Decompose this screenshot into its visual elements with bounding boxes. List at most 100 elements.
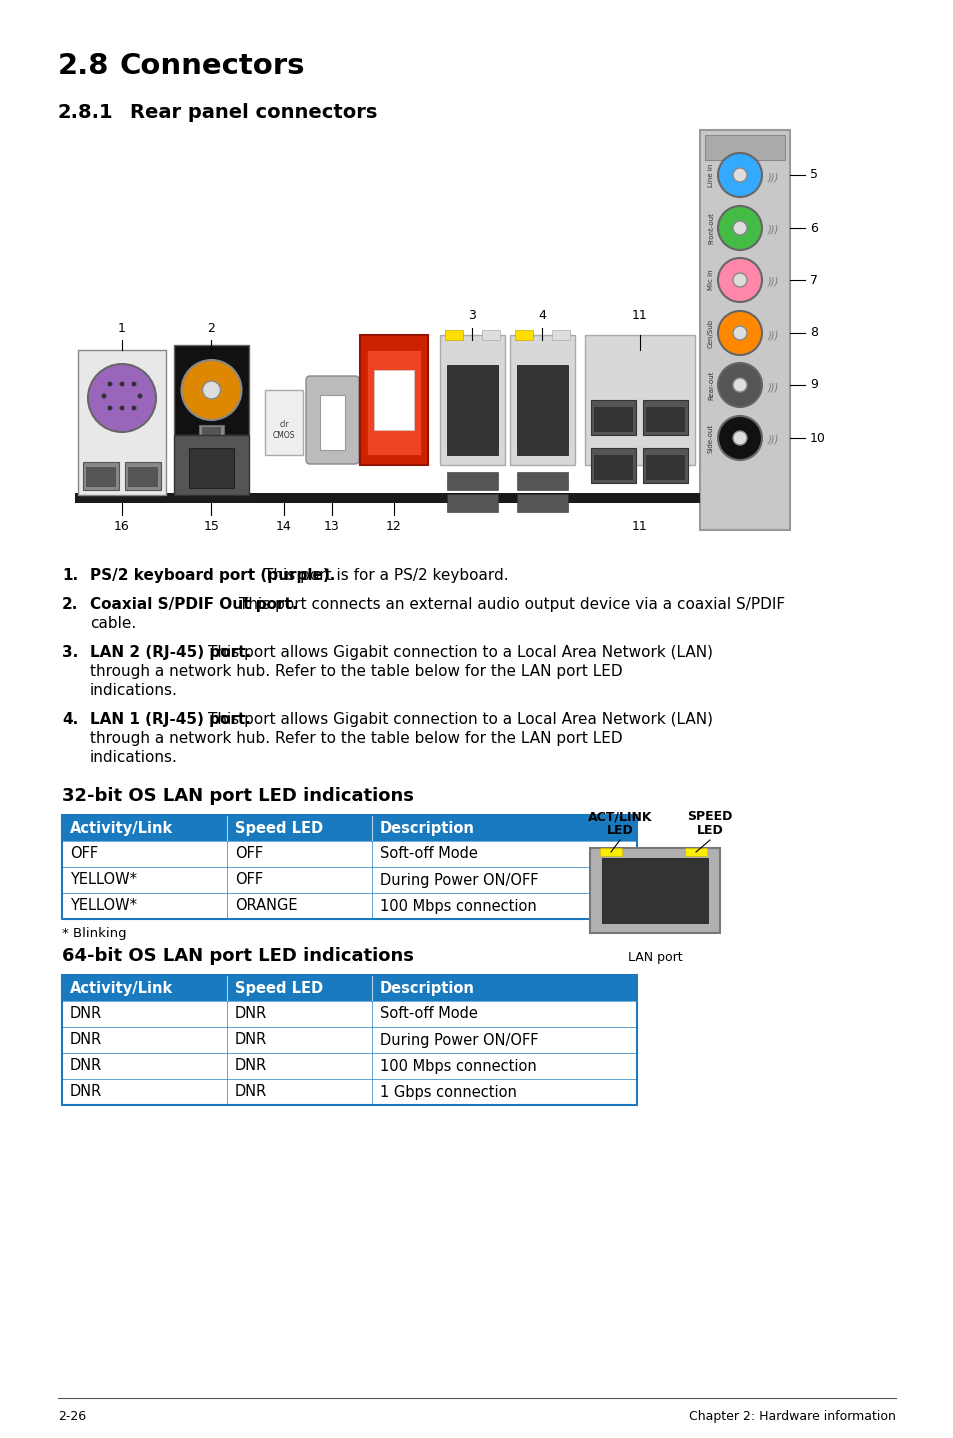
Text: 100 Mbps connection: 100 Mbps connection	[379, 899, 537, 913]
Bar	[202, 427, 221, 439]
Bar	[517, 365, 567, 454]
Bar	[374, 370, 414, 430]
Bar	[684, 848, 706, 856]
Bar	[517, 495, 567, 512]
Text: During Power ON/OFF: During Power ON/OFF	[379, 1032, 537, 1047]
Bar	[704, 135, 784, 160]
Text: 64-bit OS LAN port LED indications: 64-bit OS LAN port LED indications	[62, 948, 414, 965]
Text: LAN port: LAN port	[627, 951, 681, 963]
Bar	[372, 815, 637, 841]
Text: This port allows Gigabit connection to a Local Area Network (LAN): This port allows Gigabit connection to a…	[208, 712, 712, 728]
Bar	[515, 329, 533, 339]
Text: 2.8: 2.8	[58, 52, 110, 81]
Text: ACT/LINK: ACT/LINK	[587, 810, 652, 823]
Text: 32-bit OS LAN port LED indications: 32-bit OS LAN port LED indications	[62, 787, 414, 805]
Text: 1.: 1.	[62, 568, 78, 582]
Bar	[62, 1078, 227, 1104]
Bar	[227, 841, 372, 867]
Text: through a network hub. Refer to the table below for the LAN port LED: through a network hub. Refer to the tabl…	[90, 664, 622, 679]
Text: 2.: 2.	[62, 597, 78, 613]
Bar	[62, 975, 227, 1001]
Bar	[62, 815, 227, 841]
Circle shape	[132, 381, 136, 387]
Bar	[227, 1001, 372, 1027]
Bar	[372, 893, 637, 919]
Text: LAN 2 (RJ-45) port.: LAN 2 (RJ-45) port.	[90, 646, 251, 660]
Text: LED: LED	[696, 824, 722, 837]
Text: Soft-off Mode: Soft-off Mode	[379, 847, 477, 861]
Text: This port connects an external audio output device via a coaxial S/PDIF: This port connects an external audio out…	[238, 597, 784, 613]
Circle shape	[718, 206, 761, 250]
Text: ))): )))	[767, 224, 779, 234]
Bar	[589, 848, 720, 933]
Text: Chapter 2: Hardware information: Chapter 2: Hardware information	[688, 1411, 895, 1424]
Bar	[265, 390, 303, 454]
Circle shape	[732, 221, 746, 234]
Text: SPEED: SPEED	[686, 810, 732, 823]
Text: 1 Gbps connection: 1 Gbps connection	[379, 1084, 517, 1100]
Bar	[594, 454, 633, 480]
Circle shape	[119, 381, 125, 387]
Text: through a network hub. Refer to the table below for the LAN port LED: through a network hub. Refer to the tabl…	[90, 731, 622, 746]
Bar	[372, 1078, 637, 1104]
Circle shape	[732, 431, 746, 444]
Text: 9: 9	[809, 378, 817, 391]
Text: 3.: 3.	[62, 646, 78, 660]
Circle shape	[108, 406, 112, 410]
Text: Cen/Sub: Cen/Sub	[707, 318, 713, 348]
Circle shape	[718, 416, 761, 460]
Circle shape	[718, 257, 761, 302]
FancyBboxPatch shape	[306, 375, 358, 464]
Bar	[227, 893, 372, 919]
Bar	[645, 407, 684, 431]
Bar	[447, 472, 497, 490]
Text: Activity/Link: Activity/Link	[70, 981, 173, 995]
Text: 2.8.1: 2.8.1	[58, 104, 113, 122]
Text: 6: 6	[809, 221, 817, 234]
Circle shape	[202, 381, 220, 398]
Text: YELLOW*: YELLOW*	[70, 899, 137, 913]
Bar	[227, 1053, 372, 1078]
Text: 7: 7	[809, 273, 817, 286]
Bar	[372, 1027, 637, 1053]
Circle shape	[732, 273, 746, 288]
Text: Speed LED: Speed LED	[234, 981, 323, 995]
Text: ))): )))	[767, 383, 779, 393]
Bar	[62, 975, 637, 1104]
Text: Mic in: Mic in	[707, 270, 713, 290]
Text: 4: 4	[538, 309, 546, 322]
Text: 10: 10	[809, 431, 825, 444]
Bar	[227, 975, 372, 1001]
Bar	[173, 345, 249, 436]
Bar	[227, 867, 372, 893]
Text: 1: 1	[118, 322, 126, 335]
Text: Side-out: Side-out	[707, 423, 713, 453]
Text: OFF: OFF	[234, 847, 263, 861]
Text: 2: 2	[208, 322, 215, 335]
Text: Front-out: Front-out	[707, 211, 713, 244]
Text: DNR: DNR	[70, 1007, 102, 1021]
Circle shape	[101, 394, 107, 398]
Text: ))): )))	[767, 329, 779, 339]
Bar	[359, 335, 428, 464]
Bar	[367, 349, 420, 454]
Circle shape	[181, 360, 241, 420]
Bar	[481, 329, 499, 339]
Text: ))): )))	[767, 173, 779, 183]
Bar	[590, 400, 636, 436]
Text: Activity/Link: Activity/Link	[70, 821, 173, 835]
Text: 11: 11	[632, 521, 647, 533]
Text: 11: 11	[632, 309, 647, 322]
Text: Coaxial S/PDIF Out port.: Coaxial S/PDIF Out port.	[90, 597, 297, 613]
Bar	[590, 449, 636, 483]
Text: DNR: DNR	[234, 1084, 267, 1100]
Text: 8: 8	[809, 326, 817, 339]
Bar	[447, 495, 497, 512]
Bar	[594, 407, 633, 431]
Text: 16: 16	[114, 521, 130, 533]
Text: OFF: OFF	[234, 873, 263, 887]
Bar	[444, 329, 462, 339]
Bar	[62, 1053, 227, 1078]
Text: 3: 3	[468, 309, 476, 322]
Bar	[700, 129, 789, 531]
